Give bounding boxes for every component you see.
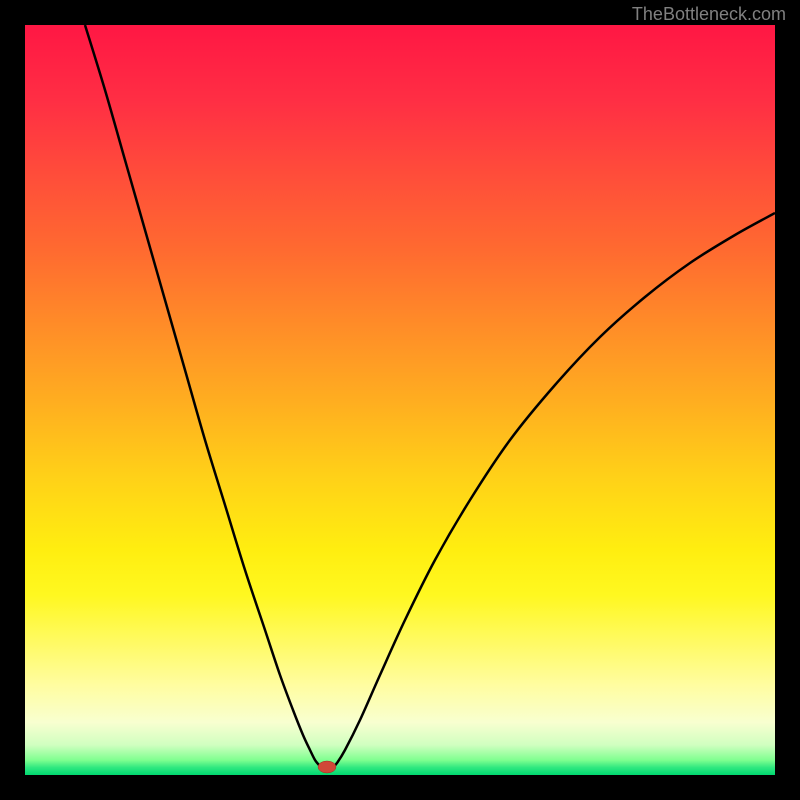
watermark-text: TheBottleneck.com — [632, 4, 786, 25]
minimum-marker — [318, 761, 336, 773]
bottleneck-curve — [85, 25, 775, 769]
bottleneck-curve-overlay — [25, 25, 775, 775]
bottleneck-chart — [25, 25, 775, 775]
